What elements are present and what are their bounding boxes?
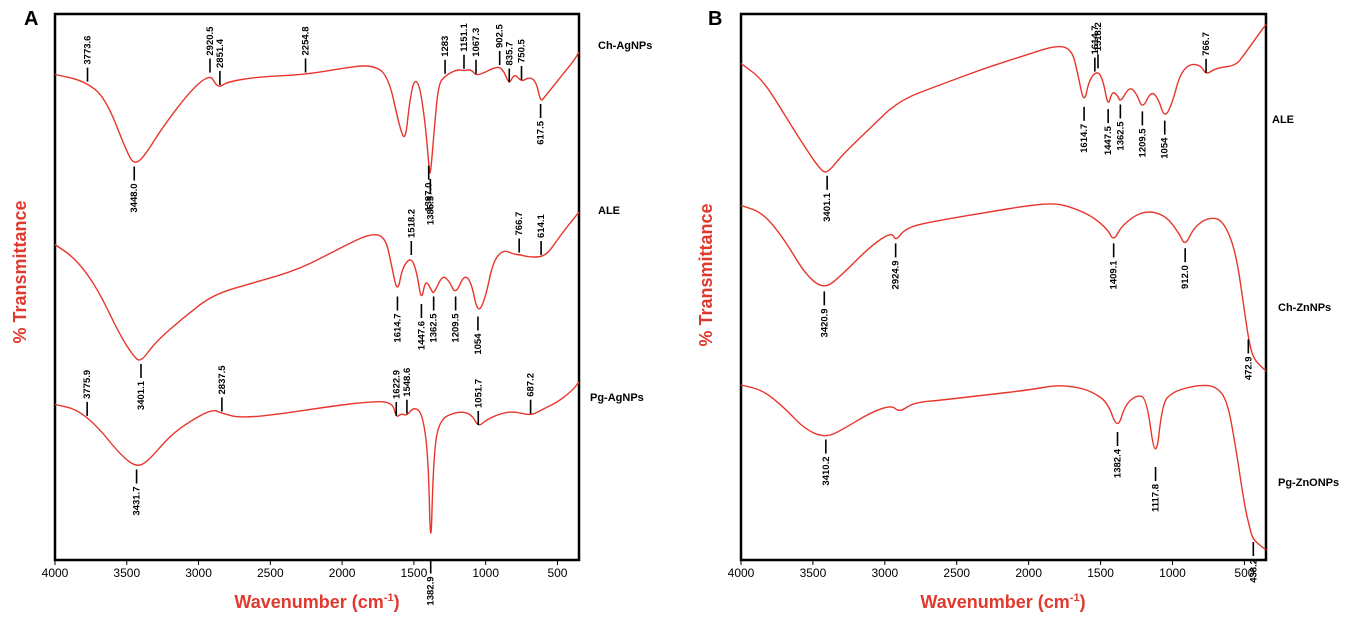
peak-label: 2924.9 [891,260,902,289]
peak-label: 2837.5 [217,365,228,395]
peak-label: 687.2 [526,373,537,397]
peak-label: 3410.2 [821,457,832,486]
peak-label: 912.0 [1180,265,1191,289]
x-tick-label: 1000 [472,566,499,580]
panel-b-letter: B [708,8,722,30]
peak-label: 1067.3 [471,28,482,57]
spectrum-trace-ch-agnps [54,51,580,174]
peak-label: 1614.7 [1090,25,1101,54]
peak-label: 1548.6 [402,368,413,397]
peak-label: 1447.5 [1103,125,1114,155]
panel-a-letter: A [24,8,38,30]
peak-label: 2920.5 [205,26,216,56]
panel-b-x-axis-label: Wavenumber (cm-1) [920,592,1085,612]
series-name-label: Pg-AgNPs [590,392,644,404]
x-tick-label: 1500 [401,566,428,580]
series-name-label: ALE [1272,114,1294,126]
series-name-label: ALE [598,205,620,217]
peak-label: 2254.8 [301,26,312,55]
panel-a: A % Transmittance Wavenumber (cm-1) 4000… [10,8,652,612]
x-tick-label: 500 [1234,566,1254,580]
peak-label: 1409.1 [1109,260,1120,290]
peak-label: 1385.5 [425,195,436,225]
x-tick-label: 3500 [800,566,827,580]
peak-label: 1622.9 [391,370,402,399]
peak-label: 1054 [1160,137,1171,159]
spectrum-trace-ale [740,23,1267,173]
peak-label: 1518.2 [406,209,417,238]
x-tick-label: 4000 [42,566,69,580]
peak-label: 902.5 [495,24,506,48]
panel-a-x-axis-label: Wavenumber (cm-1) [234,592,399,612]
peak-label: 1518.2 [1093,22,1104,51]
spectrum-trace-pg-agnps [54,381,580,534]
panel-a-y-axis-label: % Transmittance [10,200,30,343]
peak-label: 1614.7 [1079,124,1090,153]
peak-label: 1382.4 [1113,448,1124,478]
peak-label: 766.7 [514,212,525,236]
peak-label: 1209.5 [451,313,462,343]
peak-label: 766.7 [1201,32,1212,56]
panel-b: B % Transmittance Wavenumber (cm-1) 4000… [696,8,1339,612]
peak-label: 3431.7 [132,487,143,516]
peak-label: 1051.7 [473,379,484,408]
spectrum-trace-ch-znnps [740,203,1267,372]
x-tick-label: 3000 [185,566,212,580]
panel-a-frame [53,12,581,562]
peak-label: 3775.9 [82,370,93,399]
peak-label: 1283 [440,36,451,57]
peak-label: 1054 [473,333,484,355]
peak-label: 1397.0 [424,183,435,212]
peak-label: 2851.4 [215,38,226,68]
spectrum-trace-ale [54,211,580,361]
peak-label: 617.5 [536,120,547,144]
peak-label: 1117.8 [1151,484,1162,512]
peak-label: 1362.5 [1115,121,1126,151]
peak-label: 1447.6 [416,321,427,350]
x-tick-label: 3000 [871,566,898,580]
series-name-label: Pg-ZnONPs [1278,477,1339,489]
peak-label: 835.7 [504,42,515,66]
peak-label: 1382.9 [426,577,437,606]
x-tick-label: 500 [547,566,567,580]
panel-b-y-axis-label: % Transmittance [696,203,716,346]
peak-label: 1209.5 [1137,128,1148,158]
peak-label: 3420.9 [819,308,830,337]
x-tick-label: 2500 [943,566,970,580]
peak-label: 614.1 [536,214,547,238]
peak-label: 1614.7 [392,314,403,343]
x-tick-label: 4000 [728,566,755,580]
peak-label: 3773.6 [83,36,94,65]
peak-label: 3401.1 [822,192,833,222]
peak-label: 1362.5 [429,313,440,343]
panel-a-x-ticks: 4000 3500 3000 2500 2000 1500 1000 500 [42,560,568,580]
panel-b-x-ticks: 4000 3500 3000 2500 2000 1500 1000 500 [728,560,1255,580]
peak-label: 1151.1 [459,23,470,52]
x-tick-label: 1000 [1159,566,1186,580]
series-name-label: Ch-AgNPs [598,40,652,52]
x-tick-label: 2000 [329,566,356,580]
peak-label: 438.2 [1248,559,1259,583]
peak-label: 472.9 [1243,356,1254,380]
x-tick-label: 2500 [257,566,284,580]
x-tick-label: 3500 [113,566,140,580]
peak-label: 750.5 [517,39,528,63]
peak-label: 3401.1 [136,380,147,410]
x-tick-label: 1500 [1087,566,1114,580]
x-tick-label: 2000 [1015,566,1042,580]
spectrum-trace-pg-znonps [740,384,1267,551]
series-name-label: Ch-ZnNPs [1278,302,1331,314]
peak-label: 3448.0 [129,184,140,213]
panel-b-frame [739,12,1268,562]
